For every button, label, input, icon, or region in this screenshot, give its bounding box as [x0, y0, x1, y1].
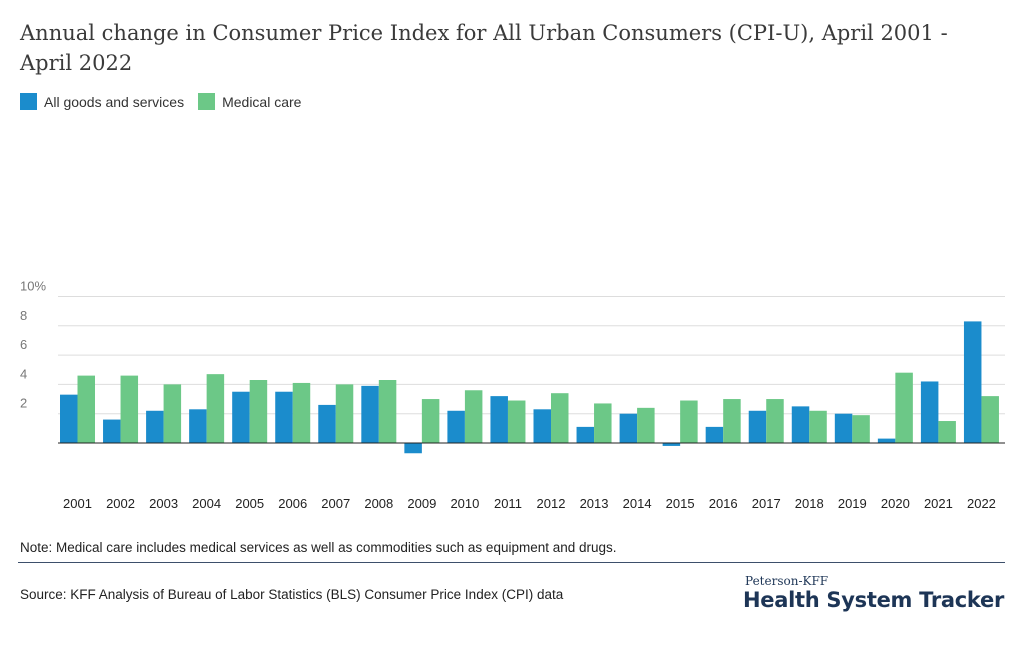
x-tick-label-2009: 2009 — [407, 496, 436, 511]
x-tick-label-2002: 2002 — [106, 496, 135, 511]
bar-medical-care-2012 — [551, 393, 569, 443]
bar-medical-care-2022 — [981, 396, 999, 443]
bar-all-goods-2010 — [447, 410, 465, 443]
x-tick-label-2007: 2007 — [321, 496, 350, 511]
bar-medical-care-2017 — [766, 399, 784, 443]
bar-medical-care-2011 — [507, 400, 526, 443]
chart-title: Annual change in Consumer Price Index fo… — [20, 21, 948, 75]
bar-all-goods-2009 — [404, 443, 422, 454]
bar-medical-care-2007 — [335, 384, 354, 443]
x-tick-label-2014: 2014 — [623, 496, 652, 511]
bar-medical-care-2013 — [594, 403, 612, 443]
bar-all-goods-2019 — [834, 413, 853, 443]
bar-medical-care-2016 — [723, 399, 741, 443]
x-tick-label-2004: 2004 — [192, 496, 221, 511]
legend-label-medical-care: Medical care — [222, 93, 302, 110]
x-tick-label-2016: 2016 — [709, 496, 738, 511]
bar-medical-care-2021 — [938, 421, 956, 443]
y-tick-label-10: 10% — [20, 279, 46, 294]
bar-medical-care-2010 — [464, 390, 483, 443]
bar-all-goods-2002 — [103, 419, 121, 443]
x-tick-label-2013: 2013 — [580, 496, 609, 511]
bar-medical-care-2006 — [292, 382, 311, 443]
bar-all-goods-2020 — [877, 438, 896, 443]
bar-medical-care-2019 — [852, 415, 870, 443]
bar-medical-care-2015 — [680, 400, 698, 443]
x-tick-label-2021: 2021 — [924, 496, 953, 511]
x-tick-label-2022: 2022 — [967, 496, 996, 511]
bar-all-goods-2012 — [533, 409, 551, 443]
x-tick-label-2003: 2003 — [149, 496, 178, 511]
chart-note: Note: Medical care includes medical serv… — [20, 540, 617, 555]
bar-all-goods-2015 — [662, 443, 681, 446]
bar-medical-care-2003 — [163, 384, 182, 443]
y-tick-label-8: 8 — [20, 308, 27, 323]
bar-all-goods-2005 — [232, 391, 250, 443]
bar-all-goods-2004 — [189, 409, 207, 443]
bar-all-goods-2007 — [318, 404, 336, 443]
x-tick-label-2008: 2008 — [364, 496, 393, 511]
legend-item-all-goods: All goods and services — [20, 93, 184, 110]
legend: All goods and services Medical care — [20, 93, 315, 110]
x-tick-label-2011: 2011 — [494, 496, 522, 511]
x-tick-label-2010: 2010 — [450, 496, 479, 511]
bar-medical-care-2009 — [421, 399, 440, 443]
bar-medical-care-2018 — [809, 410, 827, 443]
brand-main: Health System Tracker — [743, 588, 1004, 612]
bar-medical-care-2008 — [378, 380, 397, 443]
bar-medical-care-2002 — [120, 375, 139, 443]
y-tick-label-4: 4 — [20, 366, 27, 381]
bar-all-goods-2017 — [748, 410, 767, 443]
bar-medical-care-2014 — [637, 407, 655, 443]
bar-all-goods-2003 — [146, 410, 164, 443]
x-tick-label-2015: 2015 — [666, 496, 695, 511]
bar-medical-care-2004 — [206, 374, 225, 443]
x-tick-label-2017: 2017 — [752, 496, 781, 511]
bar-all-goods-2006 — [275, 391, 293, 443]
bar-all-goods-2001 — [60, 394, 78, 443]
x-tick-label-2006: 2006 — [278, 496, 307, 511]
brand-sub: Peterson-KFF — [745, 574, 829, 588]
bar-all-goods-2016 — [705, 426, 724, 443]
bar-medical-care-2005 — [249, 380, 268, 443]
bar-all-goods-2022 — [963, 321, 982, 443]
bar-all-goods-2008 — [361, 385, 379, 443]
bar-all-goods-2018 — [791, 406, 810, 443]
x-tick-label-2019: 2019 — [838, 496, 867, 511]
legend-item-medical-care: Medical care — [198, 93, 301, 110]
bar-medical-care-2020 — [895, 372, 913, 443]
legend-label-all-goods: All goods and services — [44, 93, 185, 110]
y-tick-label-6: 6 — [20, 337, 27, 352]
x-tick-label-2001: 2001 — [63, 496, 92, 511]
bar-all-goods-2013 — [576, 426, 595, 443]
chart-source: Source: KFF Analysis of Bureau of Labor … — [20, 587, 564, 602]
x-tick-label-2018: 2018 — [795, 496, 824, 511]
x-tick-label-2012: 2012 — [537, 496, 566, 511]
bar-all-goods-2021 — [920, 381, 939, 443]
legend-swatch-medical-care — [198, 93, 216, 110]
bar-all-goods-2014 — [619, 413, 638, 443]
y-tick-label-2: 2 — [20, 396, 27, 411]
bar-medical-care-2001 — [77, 375, 95, 443]
x-tick-label-2005: 2005 — [235, 496, 264, 511]
bar-all-goods-2011 — [490, 396, 508, 443]
divider — [18, 562, 1005, 563]
legend-swatch-all-goods — [20, 93, 37, 110]
x-tick-label-2020: 2020 — [881, 496, 910, 511]
brand-logo: Peterson-KFF Health System Tracker — [743, 574, 1004, 612]
bar-chart: 2 4 6 8 10% 2001 2002 2003 2004 2005 2006 2007 2008 2… — [20, 279, 1005, 511]
